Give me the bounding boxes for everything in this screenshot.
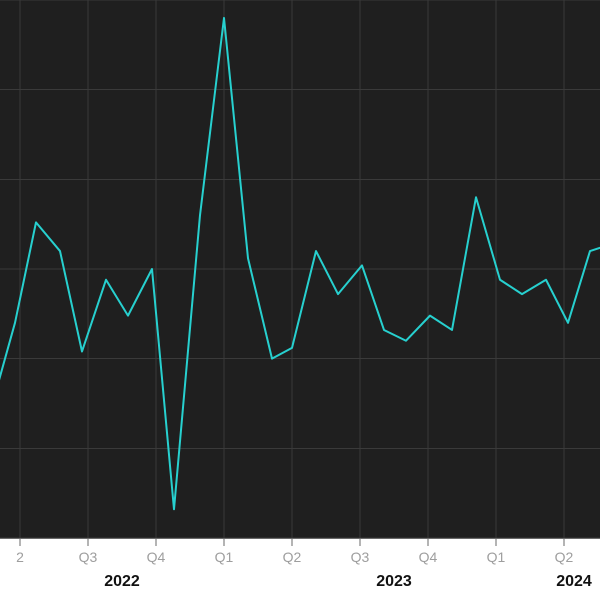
x-tick-label: Q4	[419, 549, 438, 565]
x-tick-label: 2	[16, 549, 24, 565]
x-tick-label: Q1	[487, 549, 506, 565]
x-tick-label: Q4	[147, 549, 166, 565]
line-chart: 2Q3Q4Q1Q2Q3Q4Q1Q2Q3202220232024	[0, 0, 600, 600]
chart-container: 2Q3Q4Q1Q2Q3Q4Q1Q2Q3202220232024	[0, 0, 600, 600]
x-tick-label: Q3	[79, 549, 98, 565]
x-year-label: 2022	[104, 573, 140, 590]
x-tick-label: Q2	[555, 549, 574, 565]
x-tick-label: Q1	[215, 549, 234, 565]
x-tick-label: Q2	[283, 549, 302, 565]
x-year-label: 2023	[376, 573, 412, 590]
x-tick-label: Q3	[351, 549, 370, 565]
x-year-label: 2024	[556, 573, 592, 590]
